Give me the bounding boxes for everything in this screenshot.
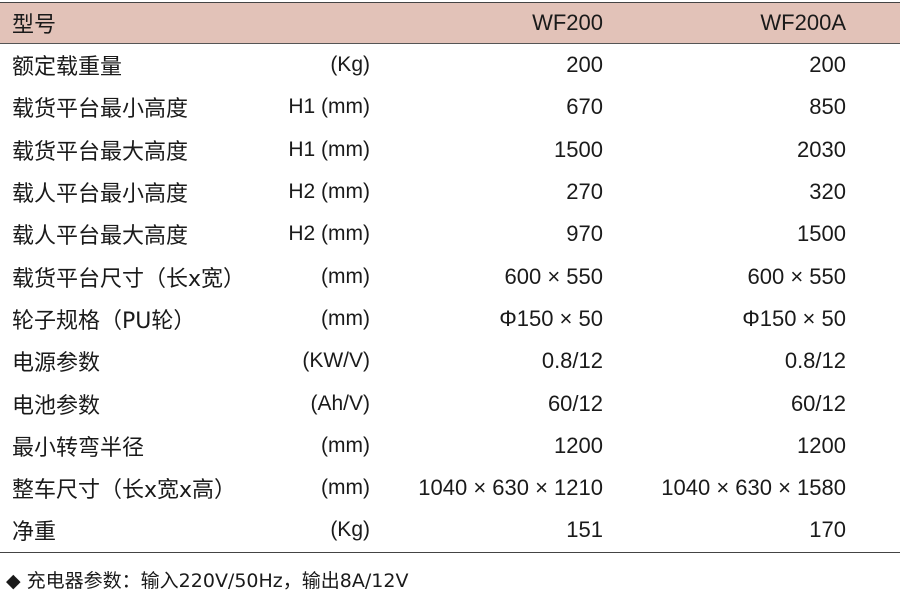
spec-unit: (mm) xyxy=(321,306,370,330)
spec-label: 最小转弯半径 xyxy=(12,435,145,461)
table-row: 载人平台最小高度 H2 (mm) 270 320 xyxy=(0,171,900,213)
spec-label: 载人平台最小高度 xyxy=(12,182,189,208)
spec-label: 额定载重量 xyxy=(12,55,123,81)
value-wf200a: 1200 xyxy=(797,432,846,458)
value-wf200a: 1040 × 630 × 1580 xyxy=(661,475,846,501)
value-wf200a: 320 xyxy=(809,179,846,205)
spec-unit: (Ah/V) xyxy=(310,391,370,415)
table-row: 载货平台尺寸（长x宽） (mm) 600 × 550 600 × 550 xyxy=(0,255,900,297)
table-row: 整车尺寸（长x宽x高） (mm) 1040 × 630 × 1210 1040 × 6… xyxy=(0,467,900,509)
value-wf200a: 2030 xyxy=(797,136,846,162)
spec-label: 载货平台最小高度 xyxy=(12,97,189,123)
value-wf200: 0.8/12 xyxy=(541,348,603,374)
value-wf200: 270 xyxy=(566,179,603,205)
spec-unit: (Kg) xyxy=(330,518,370,542)
spec-label: 整车尺寸（长x宽x高） xyxy=(12,478,237,504)
table-row: 载货平台最小高度 H1 (mm) 670 850 xyxy=(0,86,900,128)
spec-unit: H2 (mm) xyxy=(288,222,370,246)
table-row: 电源参数 (KW/V) 0.8/12 0.8/12 xyxy=(0,340,900,382)
value-wf200a: 200 xyxy=(809,52,846,78)
spec-unit: (KW/V) xyxy=(302,349,370,373)
spec-label: 净重 xyxy=(12,520,57,546)
spec-unit: (mm) xyxy=(321,264,370,288)
header-row: 型号 WF200 WF200A xyxy=(0,2,900,44)
spec-label: 电源参数 xyxy=(12,351,101,377)
spec-label: 载人平台最大高度 xyxy=(12,224,189,250)
value-wf200a: 60/12 xyxy=(790,390,846,416)
value-wf200a: 850 xyxy=(809,94,846,120)
value-wf200: 670 xyxy=(566,94,603,120)
value-wf200: Φ150 × 50 xyxy=(499,305,603,331)
value-wf200: 60/12 xyxy=(547,390,603,416)
table-row: 轮子规格（PU轮） (mm) Φ150 × 50 Φ150 × 50 xyxy=(0,298,900,340)
value-wf200: 1040 × 630 × 1210 xyxy=(418,475,603,501)
value-wf200: 200 xyxy=(566,52,603,78)
value-wf200: 151 xyxy=(566,517,603,543)
spec-label: 载货平台尺寸（长x宽） xyxy=(12,266,246,292)
spec-unit: H2 (mm) xyxy=(288,180,370,204)
value-wf200: 600 × 550 xyxy=(504,263,603,289)
spec-unit: H1 (mm) xyxy=(288,137,370,161)
table-row: 电池参数 (Ah/V) 60/12 60/12 xyxy=(0,382,900,424)
value-wf200a: 0.8/12 xyxy=(784,348,846,374)
value-wf200a: 600 × 550 xyxy=(747,263,846,289)
table-row: 净重 (Kg) 151 170 xyxy=(0,509,900,552)
value-wf200: 1500 xyxy=(554,136,603,162)
table-row: 载货平台最大高度 H1 (mm) 1500 2030 xyxy=(0,129,900,171)
table-row: 载人平台最大高度 H2 (mm) 970 1500 xyxy=(0,213,900,255)
diamond-bullet-icon: ◆ xyxy=(6,570,21,592)
note-text: 充电器参数：输入220V/50Hz，输出8A/12V xyxy=(26,570,409,592)
header-label: 型号 xyxy=(0,2,262,44)
spec-unit: H1 (mm) xyxy=(288,95,370,119)
spec-unit: (mm) xyxy=(321,433,370,457)
spec-label: 电池参数 xyxy=(12,393,101,419)
table-row: 最小转弯半径 (mm) 1200 1200 xyxy=(0,425,900,467)
charger-note: ◆ 充电器参数：输入220V/50Hz，输出8A/12V xyxy=(6,566,408,593)
value-wf200a: 1500 xyxy=(797,221,846,247)
model-wf200: WF200 xyxy=(370,2,603,44)
value-wf200: 970 xyxy=(566,221,603,247)
value-wf200: 1200 xyxy=(554,432,603,458)
spec-label: 载货平台最大高度 xyxy=(12,139,189,165)
spec-label: 轮子规格（PU轮） xyxy=(12,308,196,334)
spec-unit: (mm) xyxy=(321,476,370,500)
spec-unit: (Kg) xyxy=(330,53,370,77)
model-wf200a: WF200A xyxy=(603,2,846,44)
spec-table: 型号 WF200 WF200A 额定载重量 (Kg) 200 200 载货平台最小高度 H… xyxy=(0,2,900,553)
table-row: 额定载重量 (Kg) 200 200 xyxy=(0,44,900,87)
value-wf200a: 170 xyxy=(809,517,846,543)
value-wf200a: Φ150 × 50 xyxy=(742,305,846,331)
